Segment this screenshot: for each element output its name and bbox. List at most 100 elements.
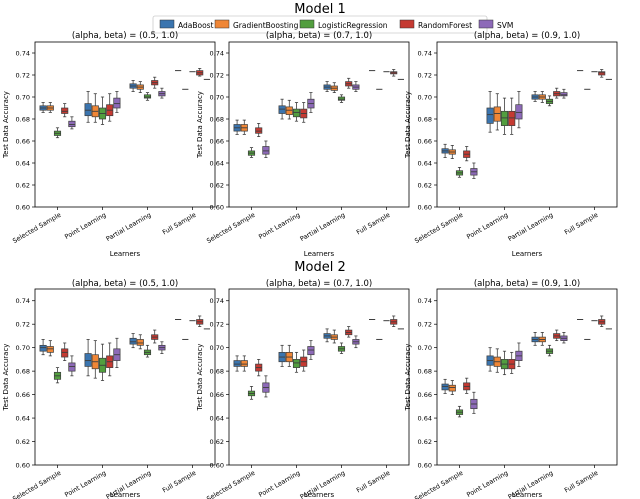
box-logisticregression [292,359,301,368]
y-tick-label: 0.70 [16,344,30,352]
box-svm [515,104,523,120]
y-axis-label: Test Data Accuracy [2,91,10,159]
x-axis-label: Learners [512,250,543,258]
y-tick-label: 0.60 [16,204,30,212]
panel-title: (alpha, beta) = (0.5, 1.0) [72,31,178,41]
y-tick-label: 0.74 [210,50,224,58]
y-tick-label: 0.64 [418,415,432,423]
box-randomforest [255,127,263,134]
y-tick-label: 0.60 [418,204,432,212]
y-tick-label: 0.64 [16,415,30,423]
x-tick-label-point-learning: Point Learning [63,469,107,499]
y-tick-label: 0.64 [418,160,432,168]
y-tick-label: 0.66 [418,138,432,146]
panel-5: (alpha, beta) = (0.7, 1.0) 0.60 0.62 0.64 0.… [196,279,410,499]
box-svm [68,120,76,128]
y-tick-label: 0.60 [210,204,224,212]
y-tick-label: 0.66 [210,391,224,399]
y-tick-label: 0.64 [210,160,224,168]
y-tick-label: 0.60 [210,462,224,470]
y-tick-label: 0.70 [210,94,224,102]
box-gradientboosting [448,384,456,392]
y-tick-label: 0.70 [418,94,432,102]
box-randomforest [508,110,516,126]
box-randomforest [61,107,69,114]
box-svm [560,92,568,97]
x-axis-label: Learners [304,491,335,499]
x-tick-label-full-sample: Full Sample [355,211,392,237]
legend-swatch-randomforest [399,19,415,29]
panel-title: (alpha, beta) = (0.9, 1.0) [474,279,580,289]
section-title-model-1: Model 1 [294,2,345,17]
legend-swatch-gradientboosting [214,19,230,29]
y-tick-label: 0.66 [16,138,30,146]
x-axis-label: Learners [110,491,141,499]
x-tick-label-selected-sample: Selected Sample [11,211,62,245]
x-tick-label-point-learning: Point Learning [63,211,107,241]
box-adaboost [486,107,494,124]
legend-label-logisticregression: LogisticRegression [318,21,388,30]
y-axis-label: Test Data Accuracy [196,344,204,412]
y-tick-label: 0.62 [210,438,224,446]
x-tick-label-selected-sample: Selected Sample [205,211,256,245]
x-axis-label: Learners [110,250,141,258]
y-tick-label: 0.68 [16,116,30,124]
box-svm [68,362,76,372]
panel-title: (alpha, beta) = (0.7, 1.0) [266,31,372,41]
y-tick-label: 0.60 [418,462,432,470]
y-tick-label: 0.64 [210,415,224,423]
x-tick-label-point-learning: Point Learning [465,469,509,499]
box-logisticregression [500,110,509,126]
legend-label-randomforest: RandomForest [418,21,472,30]
axes-frame [436,41,618,208]
x-tick-label-partial-learning: Partial Learning [507,211,555,243]
y-tick-label: 0.70 [210,344,224,352]
x-axis-label: Learners [512,491,543,499]
box-logisticregression [292,108,301,118]
legend: AdaBoost GradientBoosting LogisticRegressi… [152,15,513,34]
x-tick-label-selected-sample: Selected Sample [11,469,62,499]
y-tick-label: 0.74 [16,50,30,58]
y-tick-label: 0.62 [418,182,432,190]
y-tick-label: 0.72 [210,72,224,80]
box-gradientboosting [46,346,54,353]
panel-title: (alpha, beta) = (0.5, 1.0) [72,279,178,289]
y-tick-label: 0.74 [210,297,224,305]
axes-frame [228,41,410,208]
panel-4: (alpha, beta) = (0.5, 1.0) 0.60 0.62 0.64 0.… [2,279,216,499]
x-tick-label-point-learning: Point Learning [465,211,509,241]
panel-3: (alpha, beta) = (0.9, 1.0) 0.60 0.62 0.64 0.… [404,31,618,258]
panel-6: (alpha, beta) = (0.9, 1.0) 0.60 0.62 0.64 0.… [404,279,618,499]
axes-frame [34,288,216,466]
panel-title: (alpha, beta) = (0.7, 1.0) [266,279,372,289]
legend-swatch-svm [478,19,494,29]
y-tick-label: 0.66 [16,391,30,399]
x-tick-label-full-sample: Full Sample [563,211,600,237]
y-tick-label: 0.72 [16,321,30,329]
y-tick-label: 0.70 [16,94,30,102]
y-tick-label: 0.72 [16,72,30,80]
x-tick-label-partial-learning: Partial Learning [105,211,153,243]
y-tick-label: 0.72 [418,72,432,80]
y-axis-label: Test Data Accuracy [404,344,412,412]
y-tick-label: 0.68 [210,368,224,376]
y-tick-label: 0.62 [16,182,30,190]
legend-label-gradientboosting: GradientBoosting [233,21,299,30]
box-gradientboosting [493,106,501,122]
axes-frame [228,288,410,466]
x-tick-label-selected-sample: Selected Sample [205,469,256,499]
x-tick-label-full-sample: Full Sample [161,211,198,237]
box-adaboost [39,344,47,352]
box-svm [307,346,315,356]
y-axis-label: Test Data Accuracy [196,91,204,159]
box-svm [113,97,121,109]
box-adaboost [129,337,137,345]
box-gradientboosting [136,339,144,346]
y-tick-label: 0.68 [210,116,224,124]
y-tick-label: 0.72 [210,321,224,329]
y-tick-label: 0.70 [418,344,432,352]
axes-frame [436,288,618,466]
x-tick-label-full-sample: Full Sample [161,469,198,495]
section-title-model-2: Model 2 [294,260,345,275]
